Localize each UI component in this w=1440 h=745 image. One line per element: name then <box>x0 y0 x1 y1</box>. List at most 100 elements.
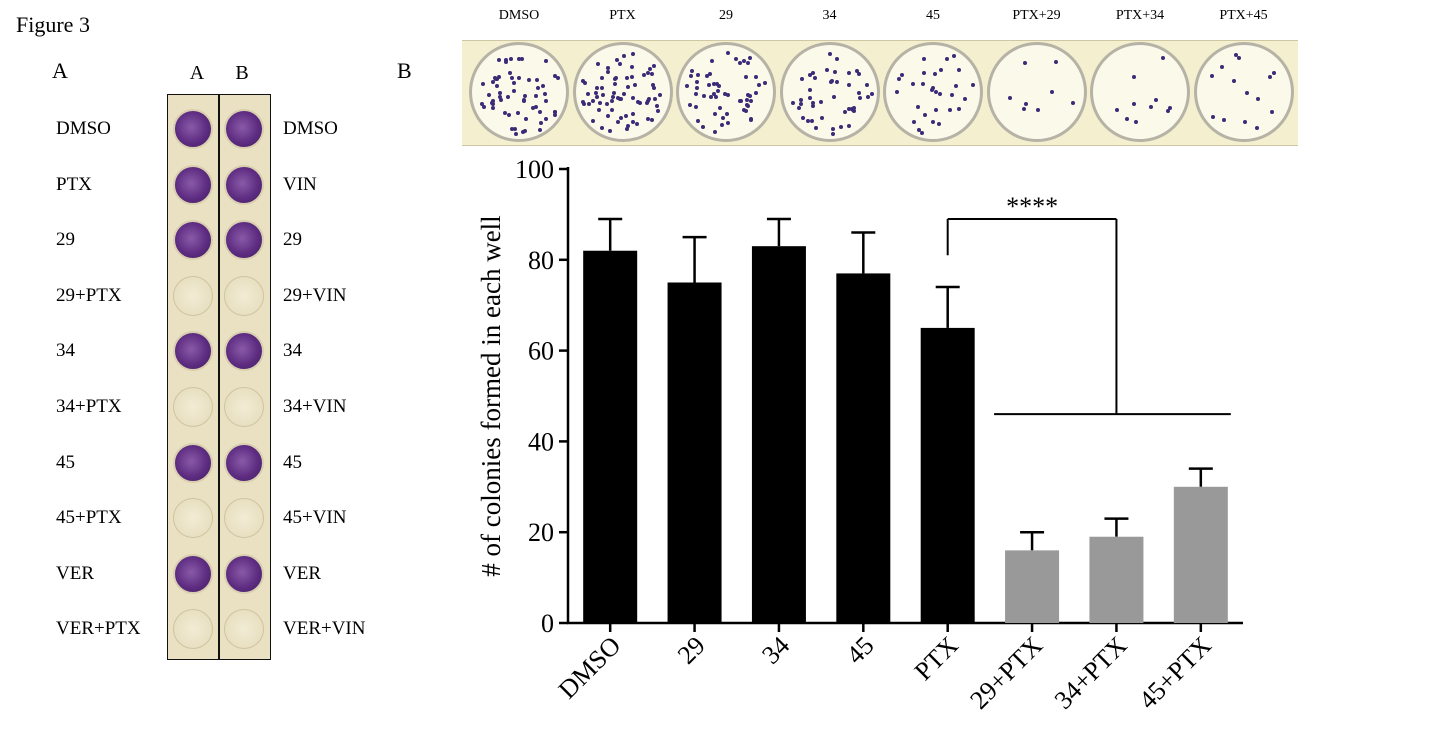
colony-dot <box>597 108 601 113</box>
colony-dot <box>865 94 870 99</box>
colony-dot <box>832 70 837 75</box>
colony-dot <box>1124 117 1129 122</box>
colony-dot <box>613 75 618 80</box>
colony-dot <box>523 116 528 121</box>
colony-dot <box>503 110 508 115</box>
colony-dot <box>1132 74 1137 79</box>
colony-dot <box>506 113 511 118</box>
panel-b-letter: B <box>397 58 412 83</box>
colony-dot <box>594 86 599 91</box>
colony-dot <box>510 127 515 132</box>
colony-dot <box>606 69 611 74</box>
dish-label: PTX+45 <box>1219 8 1268 23</box>
colony-dot <box>650 83 655 88</box>
colony-dot <box>819 99 824 104</box>
colony-dot <box>742 107 747 112</box>
colony-dot <box>535 85 540 90</box>
colony-dot <box>951 54 956 59</box>
colony-dot <box>533 104 538 109</box>
colony-dot <box>957 68 962 72</box>
colony-dot <box>895 89 900 94</box>
bar <box>1005 550 1060 623</box>
colony-dot <box>737 60 742 65</box>
colony-dot <box>1154 98 1159 103</box>
colony-dot <box>835 56 840 61</box>
y-tick-label: 100 <box>515 155 554 184</box>
colony-dot <box>920 81 925 86</box>
figure-title: Figure 3 <box>16 12 90 37</box>
colony-dot <box>630 120 635 125</box>
culture-dish <box>1090 42 1190 142</box>
colony-dot <box>938 91 943 96</box>
colony-dot <box>800 115 805 120</box>
colony-dot <box>846 71 851 75</box>
colony-dot <box>695 119 700 124</box>
colony-dot <box>1165 109 1170 114</box>
colony-dot <box>810 71 815 76</box>
colony-dot <box>695 73 700 78</box>
colony-dot <box>813 76 818 81</box>
colony-dot <box>1023 102 1028 107</box>
colony-dot <box>1220 65 1225 70</box>
colony-dot <box>722 91 727 96</box>
bar <box>920 327 975 623</box>
colony-dot <box>618 61 623 66</box>
row-label-left: PTX <box>56 173 92 195</box>
colony-dot <box>1242 120 1247 125</box>
colony-dot <box>521 98 526 103</box>
colony-dot <box>539 121 544 126</box>
colony-dot <box>610 98 615 103</box>
colony-dot <box>610 107 615 112</box>
colony-dot <box>490 102 495 107</box>
colony-dot <box>513 127 518 132</box>
colony-dot <box>600 125 605 130</box>
bar <box>667 282 722 623</box>
colony-dot <box>1237 56 1242 61</box>
colony-dot <box>655 104 660 109</box>
colony-dot <box>491 99 496 104</box>
well-column-b <box>224 331 264 372</box>
colony-dot <box>846 106 851 111</box>
colony-dot <box>625 85 630 90</box>
row-label-right: VER <box>283 562 321 584</box>
row-label-left: 34+PTX <box>56 396 122 417</box>
culture-dish <box>1193 42 1294 142</box>
colony-dot <box>824 67 829 72</box>
colony-dot <box>694 85 699 90</box>
colony-dot <box>591 118 596 123</box>
x-tick-label: 45+PTX <box>1133 631 1217 715</box>
well-column-a <box>173 220 213 261</box>
colony-dot <box>599 85 604 90</box>
colony-dot <box>711 82 716 86</box>
colony-dot <box>1022 61 1027 66</box>
well-column-a <box>173 498 213 539</box>
colony-dot <box>717 106 722 111</box>
colony-dot <box>646 71 651 76</box>
colony-dot <box>630 112 635 117</box>
colony-dot <box>497 91 502 96</box>
well-column-b <box>224 387 264 427</box>
colony-dot <box>857 71 862 76</box>
colony-dot <box>1233 52 1238 57</box>
colony-dot <box>687 103 692 108</box>
colony-dot <box>591 99 596 104</box>
well-column-b <box>224 442 264 483</box>
dish-label: PTX+34 <box>1115 8 1165 23</box>
bar <box>836 273 891 623</box>
colony-dot <box>486 92 491 97</box>
well-column-a <box>173 387 213 427</box>
colony-dot <box>933 71 938 76</box>
colony-dot <box>625 126 630 131</box>
colony-dot <box>744 98 749 103</box>
colony-dot <box>846 123 851 128</box>
colony-dot <box>1134 119 1139 124</box>
colony-dot <box>1161 56 1166 61</box>
x-tick-label: 29+PTX <box>964 631 1048 715</box>
colony-dot <box>851 108 856 113</box>
well-column-a <box>173 553 213 594</box>
colony-dot <box>605 65 610 70</box>
column-header-a: A <box>189 62 205 84</box>
colony-dot <box>747 55 752 60</box>
colony-dot <box>508 57 513 62</box>
colony-dot <box>949 93 954 98</box>
